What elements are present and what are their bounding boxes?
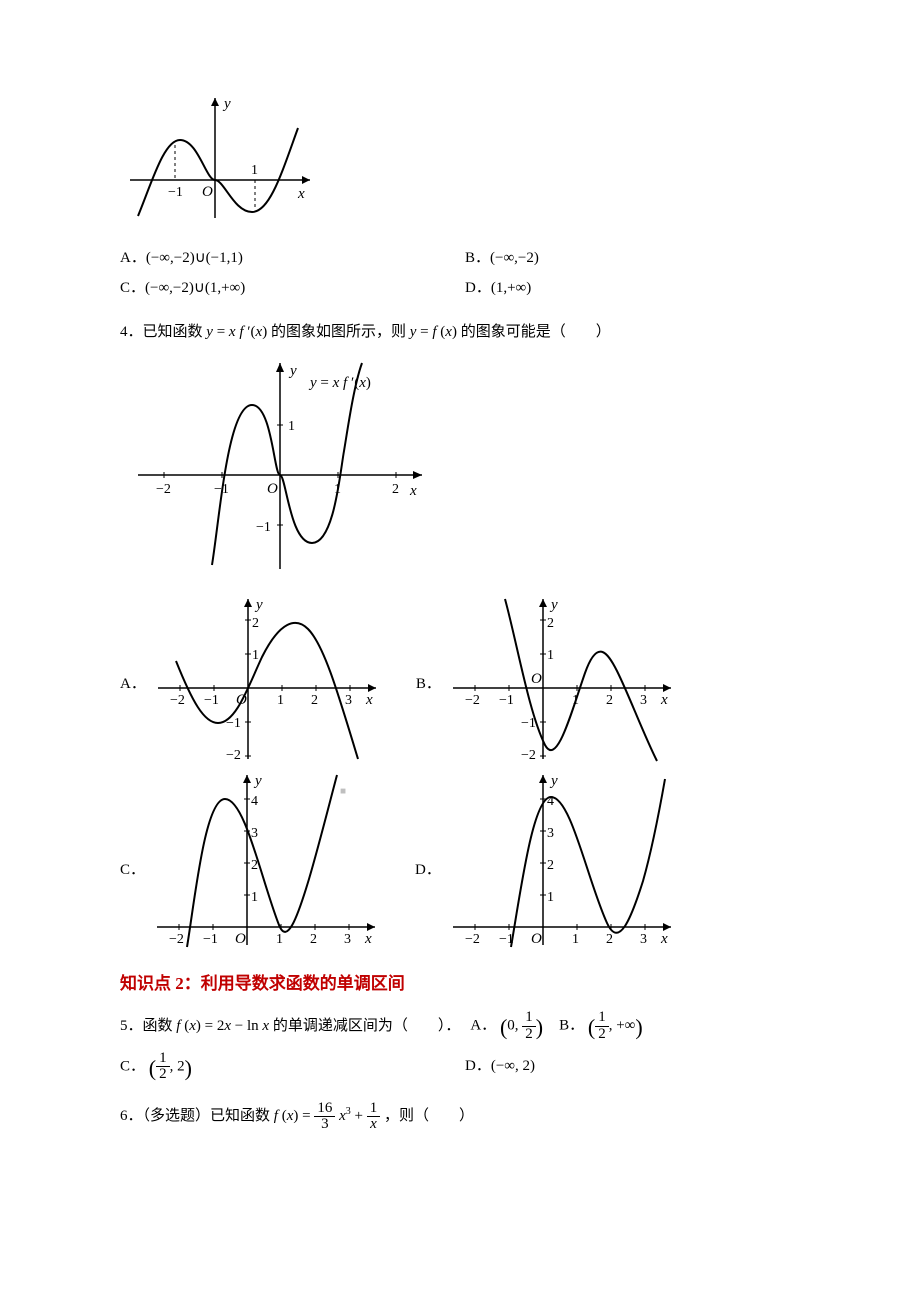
q4-num: 4． xyxy=(120,324,143,340)
q4-option-d-label[interactable]: D． xyxy=(415,858,447,949)
svg-text:x: x xyxy=(297,186,305,202)
svg-text:−2: −2 xyxy=(465,693,480,708)
q4-option-d-graph: −2 −1 1 2 3 1 2 3 4 y O x xyxy=(447,769,677,949)
svg-text:O: O xyxy=(531,931,542,947)
q5-option-c[interactable]: C． (12, 2) xyxy=(120,1051,465,1084)
svg-text:1: 1 xyxy=(288,419,295,434)
q4-option-a-graph: −2 −1 1 2 3 1 2 −1 −2 y O x xyxy=(152,593,382,763)
svg-text:1: 1 xyxy=(572,932,579,947)
q3-option-a[interactable]: A．(−∞,−2)∪(−1,1) xyxy=(120,243,465,273)
svg-text:2: 2 xyxy=(311,693,318,708)
q3-option-b[interactable]: B．(−∞,−2) xyxy=(465,243,810,273)
header2-text: 知识点 2：利用导数求函数的单调区间 xyxy=(120,974,405,993)
q4-t1: 已知函数 xyxy=(143,324,203,340)
q4-row-ab: A． −2 −1 1 2 3 1 2 −1 −2 y O xyxy=(120,593,810,763)
svg-text:1: 1 xyxy=(276,932,283,947)
svg-text:3: 3 xyxy=(640,932,647,947)
svg-text:−1: −1 xyxy=(521,716,536,731)
svg-text:O: O xyxy=(267,481,278,497)
svg-text:2: 2 xyxy=(606,693,613,708)
svg-text:x: x xyxy=(365,692,373,708)
q4-option-a-label[interactable]: A． xyxy=(120,672,152,763)
q4-t2: 的图象如图所示，则 xyxy=(271,324,406,340)
svg-text:1: 1 xyxy=(251,163,258,178)
svg-text:1: 1 xyxy=(277,693,284,708)
q6-paren: （多选题） xyxy=(143,1108,211,1124)
watermark-dot: ■ xyxy=(340,779,346,805)
q3-a-text: (−∞,−2)∪(−1,1) xyxy=(146,250,243,266)
q5-option-b[interactable]: B． (12, +∞) xyxy=(559,1010,643,1043)
svg-text:−2: −2 xyxy=(156,482,171,497)
svg-text:3: 3 xyxy=(344,932,351,947)
svg-text:−1: −1 xyxy=(256,520,271,535)
svg-text:x: x xyxy=(409,483,417,499)
q3-c-text: (−∞,−2)∪(1,+∞) xyxy=(145,280,245,296)
q3-stem-graph: y −1 O 1 x xyxy=(120,90,810,225)
q5-t2: 的单调递减区间为（ ）． xyxy=(273,1013,461,1039)
q6-t2: ，则（ ） xyxy=(384,1108,474,1124)
q4-stem: 4．已知函数 y = x f ′(x) 的图象如图所示，则 y = f (x) … xyxy=(120,319,810,345)
q5-t1: 函数 xyxy=(143,1013,173,1039)
svg-text:−1: −1 xyxy=(204,693,219,708)
svg-text:1: 1 xyxy=(547,890,554,905)
svg-text:y: y xyxy=(549,597,558,613)
svg-text:2: 2 xyxy=(606,932,613,947)
svg-text:x: x xyxy=(364,931,372,947)
q4-option-c-label[interactable]: C． xyxy=(120,858,151,949)
svg-text:2: 2 xyxy=(547,858,554,873)
q3-b-text: (−∞,−2) xyxy=(490,250,539,266)
svg-text:2: 2 xyxy=(252,616,259,631)
svg-text:x: x xyxy=(660,692,668,708)
svg-text:−2: −2 xyxy=(465,932,480,947)
svg-text:−2: −2 xyxy=(521,748,536,763)
q3-options: A．(−∞,−2)∪(−1,1) B．(−∞,−2) C．(−∞,−2)∪(1,… xyxy=(120,243,810,303)
q5-d-text: (−∞, 2) xyxy=(491,1058,535,1074)
svg-text:y: y xyxy=(549,773,558,789)
q5-num: 5． xyxy=(120,1013,143,1039)
svg-text:y: y xyxy=(254,597,263,613)
svg-text:3: 3 xyxy=(251,826,258,841)
q5-option-d[interactable]: D．(−∞, 2) xyxy=(465,1051,810,1084)
q4-option-c-graph: −2 −1 1 2 3 1 2 3 4 y O x xyxy=(151,769,381,949)
svg-text:y: y xyxy=(288,363,297,379)
svg-text:O: O xyxy=(531,671,542,687)
q5-stem: 5． 函数 f (x) = 2x − ln x 的单调递减区间为（ ）． A． … xyxy=(120,1010,810,1043)
q4-t3: 的图象可能是（ ） xyxy=(461,324,611,340)
svg-text:3: 3 xyxy=(345,693,352,708)
svg-text:y = x f ′(x): y = x f ′(x) xyxy=(308,375,371,391)
svg-text:2: 2 xyxy=(547,616,554,631)
svg-text:3: 3 xyxy=(547,826,554,841)
svg-text:y: y xyxy=(253,773,262,789)
svg-text:4: 4 xyxy=(251,794,258,809)
svg-text:1: 1 xyxy=(252,648,259,663)
q4-option-b-graph: −2 −1 1 2 3 1 2 −1 −2 y O x xyxy=(447,593,677,763)
q5-option-a[interactable]: A． (0, 12) xyxy=(470,1010,543,1043)
svg-text:3: 3 xyxy=(640,693,647,708)
q4-row-cd: C． −2 −1 1 2 3 1 2 3 4 y O xyxy=(120,769,810,949)
svg-text:−2: −2 xyxy=(226,748,241,763)
svg-text:−1: −1 xyxy=(203,932,218,947)
q3-option-c[interactable]: C．(−∞,−2)∪(1,+∞) xyxy=(120,273,465,303)
svg-text:−2: −2 xyxy=(170,693,185,708)
svg-text:O: O xyxy=(202,184,213,200)
q6-t1: 已知函数 xyxy=(210,1108,270,1124)
q6-stem: 6．（多选题）已知函数 f (x) = 163 x3 + 1x ，则（ ） ■ xyxy=(120,1099,810,1133)
svg-text:x: x xyxy=(660,931,668,947)
q4-option-b-label[interactable]: B． xyxy=(416,672,447,763)
svg-text:2: 2 xyxy=(310,932,317,947)
svg-text:y: y xyxy=(222,96,231,112)
section-header-2: 知识点 2：利用导数求函数的单调区间 xyxy=(120,969,810,994)
svg-text:−1: −1 xyxy=(168,185,183,200)
q5-options-cd: C． (12, 2) D．(−∞, 2) xyxy=(120,1051,810,1084)
svg-text:1: 1 xyxy=(251,890,258,905)
q3-option-d[interactable]: D．(1,+∞) xyxy=(465,273,810,303)
q4-stem-graph: −2 −1 1 2 1 −1 y O x y = x f ′(x) xyxy=(130,355,810,575)
svg-text:−2: −2 xyxy=(169,932,184,947)
q6-num: 6． xyxy=(120,1108,143,1124)
svg-text:O: O xyxy=(235,931,246,947)
q3-d-text: (1,+∞) xyxy=(491,280,531,296)
svg-text:1: 1 xyxy=(547,648,554,663)
svg-text:2: 2 xyxy=(392,482,399,497)
svg-text:−1: −1 xyxy=(499,693,514,708)
